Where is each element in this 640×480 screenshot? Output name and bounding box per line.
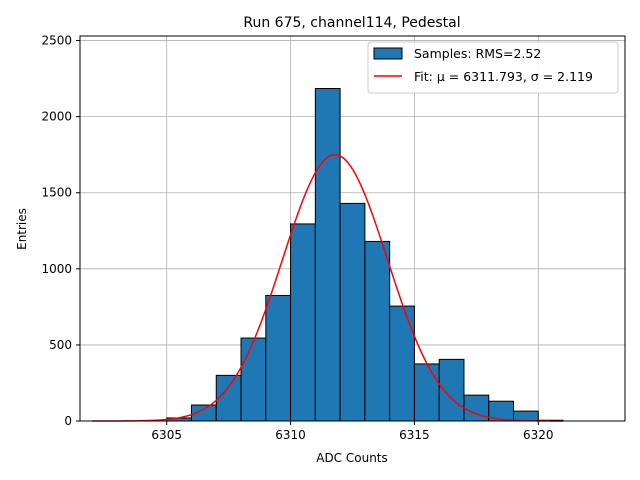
histogram-bar [438, 358, 465, 422]
x-tick-label: 6315 [399, 428, 430, 442]
y-tick-label: 1500 [41, 186, 72, 200]
y-tick-label: 500 [49, 338, 72, 352]
legend-swatch-samples [373, 47, 403, 60]
y-tick-label: 2000 [41, 110, 72, 124]
legend-box [367, 41, 619, 94]
y-axis-label: Entries [15, 208, 29, 250]
histogram-bar [339, 202, 366, 422]
histogram-bar [240, 337, 267, 422]
histogram-bar [290, 223, 316, 422]
y-tick-label: 2500 [41, 34, 72, 48]
y-tick-label: 0 [64, 414, 72, 428]
y-axis-ticks: 0 500 1000 1500 2000 2500 [41, 34, 80, 428]
y-tick-label: 1000 [41, 262, 72, 276]
x-tick-label: 6320 [523, 428, 554, 442]
gaussian-fit-curve [92, 153, 564, 422]
legend: Samples: RMS=2.52 Fit: μ = 6311.793, σ =… [367, 41, 619, 94]
legend-label-fit: Fit: μ = 6311.793, σ = 2.119 [414, 69, 593, 84]
x-tick-label: 6305 [151, 428, 182, 442]
histogram-bar [215, 374, 242, 422]
histogram-bar [364, 240, 391, 422]
histogram-bar [513, 410, 539, 422]
histogram-bar [314, 88, 341, 422]
chart-title: Run 675, channel114, Pedestal [243, 15, 460, 31]
plot-frame [79, 35, 626, 422]
histogram-bars [166, 88, 564, 422]
x-axis-ticks: 6305 6310 6315 6320 [151, 421, 554, 442]
histogram-bar [389, 305, 415, 422]
histogram-bar [413, 363, 440, 422]
x-tick-label: 6310 [275, 428, 306, 442]
x-axis-label: ADC Counts [316, 451, 388, 465]
legend-label-samples: Samples: RMS=2.52 [414, 46, 541, 61]
histogram-bar [265, 294, 292, 422]
